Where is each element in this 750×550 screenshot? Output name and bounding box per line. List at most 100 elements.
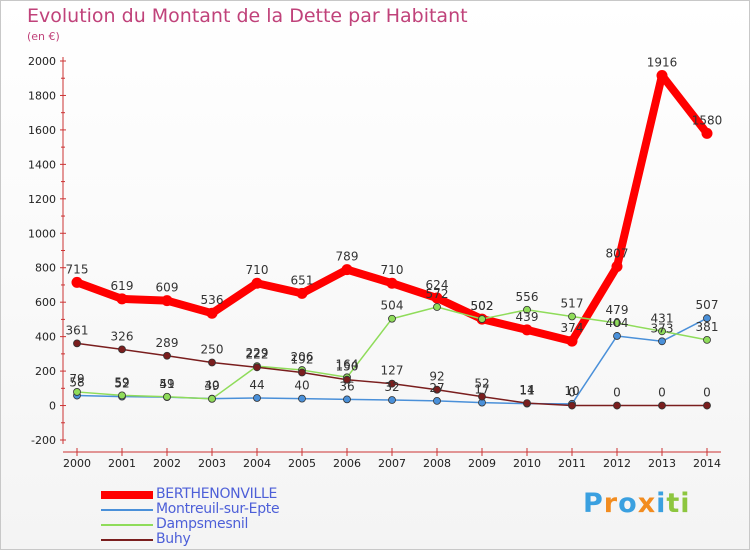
data-point-3 [253, 363, 261, 372]
y-tick-label: 400 [35, 331, 56, 344]
data-label-0: 715 [66, 262, 89, 276]
data-point-2 [73, 388, 81, 396]
data-label-1: 11 [519, 384, 534, 398]
data-label-2: 381 [696, 320, 719, 334]
data-label-3: 52 [474, 377, 489, 391]
legend-label: Dampsmesnil [156, 516, 249, 532]
data-label-1: 404 [606, 316, 629, 330]
x-tick-label: 2003 [198, 457, 226, 470]
data-point-0 [611, 261, 623, 273]
data-label-3: 0 [658, 386, 666, 400]
legend-swatch [101, 539, 153, 541]
data-label-0: 651 [291, 273, 314, 287]
logo-letter: P [583, 488, 604, 519]
y-tick-label: 0 [49, 400, 56, 413]
x-tick-label: 2006 [333, 457, 361, 470]
data-label-2: 504 [381, 299, 404, 313]
logo-letter: i [656, 488, 667, 519]
data-point-0 [431, 292, 443, 304]
data-point-1 [388, 396, 396, 404]
data-label-3: 14 [519, 383, 534, 397]
data-point-0 [701, 127, 713, 139]
chart-title: Evolution du Montant de la Dette par Hab… [27, 5, 468, 27]
data-point-0 [161, 295, 173, 307]
data-label-3: 222 [246, 347, 269, 361]
data-point-3 [163, 351, 171, 360]
data-label-2: 164 [336, 357, 359, 371]
data-label-3: 192 [291, 352, 314, 366]
data-label-0: 789 [336, 250, 359, 264]
data-label-0: 374 [561, 321, 584, 335]
data-point-1 [253, 394, 261, 402]
y-tick-label: -200 [31, 434, 56, 447]
data-point-2 [118, 391, 126, 400]
data-label-0: 619 [111, 279, 134, 293]
data-point-3 [73, 339, 81, 348]
data-point-2 [388, 314, 396, 323]
x-tick-label: 2002 [153, 457, 181, 470]
y-tick-label: 2000 [28, 55, 56, 68]
data-label-0: 710 [381, 263, 404, 277]
data-label-1: 40 [294, 379, 309, 393]
data-label-0: 536 [201, 293, 224, 307]
data-label-3: 127 [381, 364, 404, 378]
data-label-2: 502 [471, 299, 494, 313]
data-point-3 [343, 375, 351, 384]
data-label-1: 373 [651, 321, 674, 335]
legend-label: Buhy [156, 531, 191, 547]
data-point-0 [116, 293, 128, 305]
x-tick-label: 2000 [63, 457, 91, 470]
x-tick-label: 2014 [693, 457, 721, 470]
data-point-0 [566, 335, 578, 347]
data-point-1 [298, 394, 306, 403]
data-label-2: 39 [204, 379, 219, 393]
data-point-3 [298, 368, 306, 377]
data-label-1: 36 [339, 379, 354, 393]
data-label-2: 572 [426, 287, 449, 301]
x-tick-label: 2009 [468, 457, 496, 470]
data-label-2: 59 [114, 375, 129, 389]
data-label-1: 58 [69, 376, 84, 390]
data-point-0 [206, 307, 218, 319]
data-label-3: 326 [111, 329, 134, 343]
data-label-1: 27 [429, 381, 444, 395]
data-point-2 [163, 392, 171, 401]
data-point-3 [613, 401, 621, 410]
x-tick-label: 2005 [288, 457, 316, 470]
data-label-3: 250 [201, 342, 224, 356]
y-tick-label: 1800 [28, 89, 56, 102]
data-point-3 [433, 385, 441, 394]
y-tick-label: 200 [35, 365, 56, 378]
data-label-2: 79 [69, 372, 84, 386]
data-point-0 [386, 277, 398, 289]
data-label-0: 624 [426, 278, 449, 292]
data-point-1 [658, 337, 666, 346]
y-tick-label: 1600 [28, 124, 56, 137]
data-point-0 [296, 287, 308, 299]
legend-swatch [101, 524, 153, 526]
data-point-1 [433, 396, 441, 405]
logo-letter: x [637, 488, 657, 519]
data-label-0: 439 [516, 310, 539, 324]
data-label-1: 10 [564, 384, 579, 398]
data-point-3 [478, 392, 486, 401]
data-point-2 [208, 394, 216, 403]
data-label-1: 44 [249, 378, 264, 392]
x-tick-label: 2010 [513, 457, 541, 470]
data-point-0 [251, 277, 263, 289]
data-label-0: 710 [246, 263, 269, 277]
data-label-3: 289 [156, 336, 179, 350]
data-label-1: 49 [159, 377, 174, 391]
proxiti-logo: Proxiti [583, 488, 691, 519]
data-label-3: 361 [66, 323, 89, 337]
data-point-3 [568, 401, 576, 410]
x-tick-label: 2001 [108, 457, 136, 470]
data-label-2: 556 [516, 290, 539, 304]
data-label-1: 52 [114, 377, 129, 391]
data-point-2 [523, 305, 531, 314]
data-point-3 [388, 379, 396, 388]
data-point-2 [658, 327, 666, 336]
legend-swatch [101, 509, 153, 511]
